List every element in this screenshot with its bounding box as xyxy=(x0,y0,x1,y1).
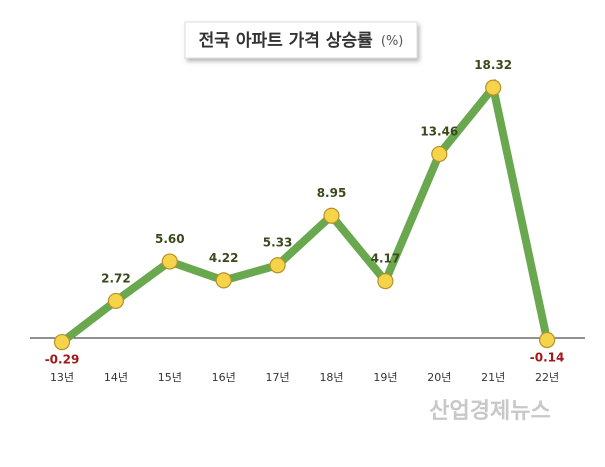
value-label: 18.32 xyxy=(474,58,512,72)
marker xyxy=(269,257,286,274)
x-tick-label: 13년 xyxy=(50,371,74,384)
x-tick-label: 21년 xyxy=(481,371,505,384)
marker xyxy=(161,253,178,270)
title-box xyxy=(184,21,418,59)
marker xyxy=(538,331,556,349)
x-tick-label: 19년 xyxy=(373,371,397,384)
value-label: -0.14 xyxy=(530,351,565,365)
value-label: 5.33 xyxy=(263,236,293,250)
chart-title-group: 전국 아파트 가격 상승률 (%) xyxy=(199,31,404,52)
x-tick-label: 18년 xyxy=(319,371,343,384)
x-tick-label: 16년 xyxy=(212,371,236,384)
marker xyxy=(431,145,448,163)
value-label: 8.95 xyxy=(317,186,347,200)
value-label: 5.60 xyxy=(155,232,185,246)
watermark: 산업경제뉴스 xyxy=(429,399,550,424)
x-tick-label: 14년 xyxy=(104,371,128,384)
value-label: 4.17 xyxy=(371,252,401,266)
marker xyxy=(485,79,502,96)
x-tick-label: 20년 xyxy=(427,371,451,384)
value-label: 2.72 xyxy=(101,271,131,285)
value-label: 4.22 xyxy=(209,251,239,265)
marker xyxy=(377,272,394,290)
x-tick-label: 15년 xyxy=(158,371,182,384)
marker xyxy=(53,333,71,351)
x-tick-label: 17년 xyxy=(266,371,290,384)
x-tick-label: 22년 xyxy=(535,371,559,384)
chart-title: 전국 아파트 가격 상승률 xyxy=(199,31,374,51)
value-label: 13.46 xyxy=(420,125,458,139)
value-label: -0.29 xyxy=(45,353,80,367)
marker xyxy=(323,207,340,224)
marker xyxy=(107,292,125,310)
line xyxy=(59,78,552,346)
unit-label: (%) xyxy=(381,34,404,49)
marker xyxy=(215,272,232,289)
